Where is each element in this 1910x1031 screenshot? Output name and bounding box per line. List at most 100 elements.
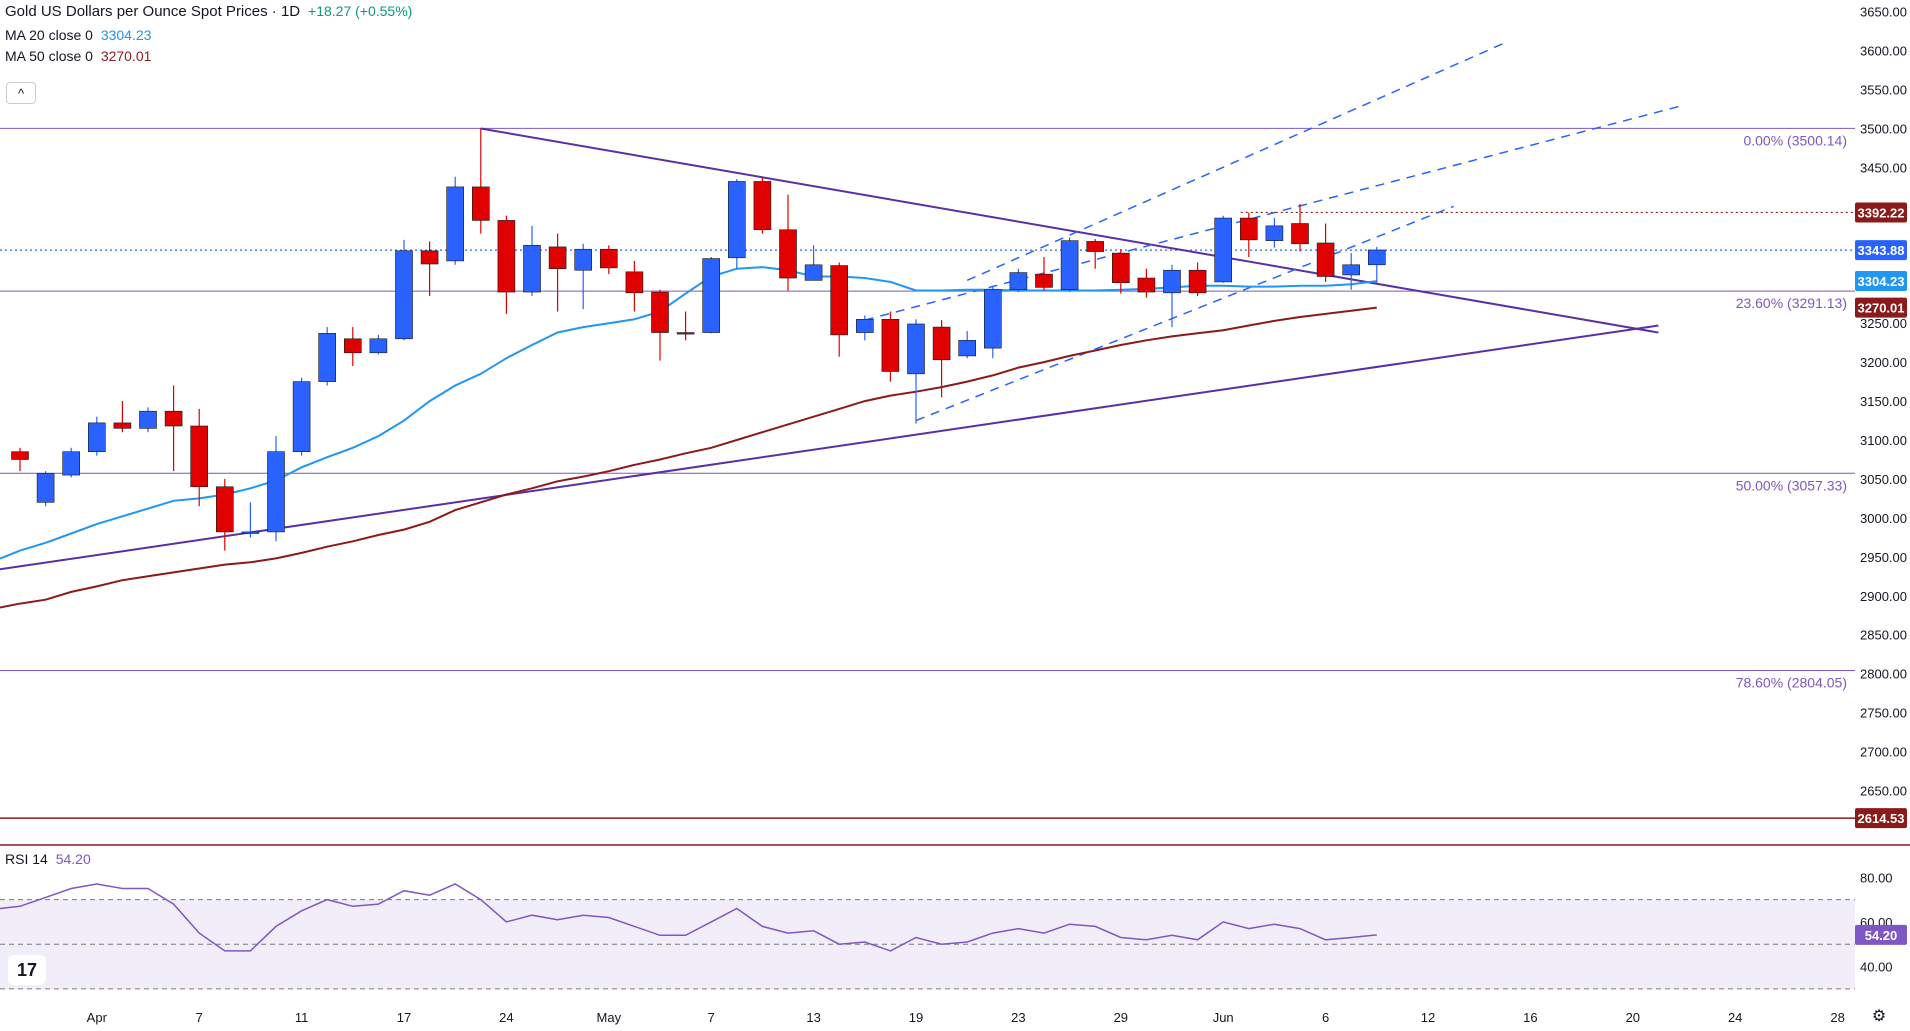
candle-body — [958, 340, 977, 357]
candle — [1009, 268, 1028, 293]
rsi-pane — [0, 844, 1910, 990]
candle — [625, 260, 644, 312]
candle-body — [216, 486, 234, 533]
tradingview-logo[interactable]: 17 — [8, 955, 46, 985]
time-tick-label: 28 — [1830, 1010, 1844, 1025]
collapse-legend-button[interactable]: ^ — [6, 82, 36, 104]
candle-body — [651, 291, 669, 333]
candle — [36, 471, 55, 507]
candle-body — [1368, 249, 1386, 266]
price-tick-label: 3550.00 — [1860, 83, 1907, 98]
price-tick-label: 2950.00 — [1860, 550, 1907, 565]
candles — [11, 128, 1386, 551]
candle-body — [139, 410, 157, 429]
time-axis[interactable]: Apr 7 11 17 24 May 7 13 19 23 29 Jun 6 12 16 20 24 28 — [87, 1010, 1845, 1025]
price-tick-label: 2800.00 — [1860, 667, 1907, 682]
trendline — [915, 205, 1454, 422]
candle-body — [1316, 242, 1335, 277]
price-tag-label: 3304.23 — [1858, 274, 1905, 289]
candle — [497, 215, 516, 314]
time-tick-label: 23 — [1011, 1010, 1025, 1025]
price-tick-label: 3150.00 — [1860, 394, 1907, 409]
price-tick-label: 3600.00 — [1860, 44, 1907, 59]
price-tick-label: 2900.00 — [1860, 589, 1907, 604]
candle — [113, 401, 132, 433]
candle-body — [369, 338, 388, 354]
candle-body — [804, 264, 823, 281]
candle — [471, 128, 490, 234]
candle-body — [446, 186, 465, 262]
ma50-legend[interactable]: MA 50 close 0 3270.01 — [5, 48, 151, 64]
candle — [651, 289, 669, 361]
price-tag-label: 3392.22 — [1858, 205, 1905, 220]
time-tick-label: 16 — [1523, 1010, 1537, 1025]
candle — [1291, 204, 1309, 252]
time-tick-label: 17 — [397, 1010, 411, 1025]
time-tick-label: 29 — [1114, 1010, 1128, 1025]
rsi-tag-bg — [1855, 924, 1907, 945]
candle — [881, 311, 900, 382]
candle-body — [267, 451, 285, 533]
price-tag-label: 2614.53 — [1858, 811, 1905, 826]
chart-title-row: Gold US Dollars per Ounce Spot Prices · … — [5, 3, 412, 20]
price-axis[interactable]: 2650.00 2700.00 2750.00 2800.00 2850.00 2900.… — [1860, 5, 1907, 975]
candle — [753, 176, 772, 234]
candle — [343, 327, 362, 367]
time-tick-label: 24 — [499, 1010, 513, 1025]
candle — [1342, 253, 1360, 290]
time-tick-label: May — [597, 1010, 622, 1025]
candle — [395, 239, 413, 341]
candle-body — [241, 531, 260, 534]
chevron-up-icon: ^ — [17, 85, 25, 101]
price-tick-label: 3250.00 — [1860, 316, 1907, 331]
ma50-label: MA 50 close 0 — [5, 48, 93, 64]
time-tick-label: 6 — [1322, 1010, 1329, 1025]
ma20-legend[interactable]: MA 20 close 0 3304.23 — [5, 27, 151, 43]
candle-body — [625, 271, 644, 294]
candle-body — [1163, 269, 1181, 294]
candle-body — [1086, 241, 1104, 252]
time-tick-label: 19 — [909, 1010, 923, 1025]
ma20-label: MA 20 close 0 — [5, 27, 93, 43]
candle-body — [599, 248, 618, 269]
candle — [855, 315, 874, 341]
price-tag-bg — [1855, 202, 1907, 223]
candle-body — [779, 229, 797, 279]
candle — [727, 179, 746, 269]
candle — [1265, 218, 1284, 248]
price-tick-label: 3200.00 — [1860, 355, 1907, 370]
candle — [548, 233, 567, 312]
candle — [1137, 268, 1156, 298]
candle-body — [471, 186, 490, 221]
fibonacci-levels: 0.00% (3500.14) 23.60% (3291.13) 50.00% (3… — [0, 127, 1855, 691]
fib-label: 0.00% (3500.14) — [1743, 132, 1847, 148]
candle-body — [702, 258, 721, 333]
candle — [779, 194, 797, 291]
candle — [523, 225, 541, 296]
candle-body — [907, 323, 925, 375]
candle — [420, 241, 439, 296]
price-tick-label: 3100.00 — [1860, 433, 1907, 448]
candle — [11, 447, 29, 472]
candle-body — [395, 250, 413, 340]
chart-title: Gold US Dollars per Ounce Spot Prices · … — [5, 3, 301, 20]
candle — [1214, 215, 1232, 283]
price-tick-label: 2850.00 — [1860, 628, 1907, 643]
candle — [190, 408, 208, 507]
trendline — [864, 104, 1685, 321]
candle — [1163, 264, 1181, 328]
candle-body — [113, 422, 132, 429]
gear-icon[interactable]: ⚙ — [1871, 1008, 1887, 1025]
rsi-tick-label: 40.00 — [1860, 960, 1893, 975]
fib-label: 23.60% (3291.13) — [1736, 295, 1847, 311]
time-tick-label: 24 — [1728, 1010, 1742, 1025]
candle-body — [548, 246, 567, 269]
candle — [1086, 239, 1104, 269]
candle-body — [983, 289, 1002, 349]
rsi-legend[interactable]: RSI 14 54.20 — [5, 851, 91, 867]
rsi-line — [0, 883, 1377, 952]
rsi-label: RSI 14 — [5, 851, 48, 867]
rsi-tick-label: 80.00 — [1860, 870, 1893, 885]
candle — [958, 330, 977, 359]
